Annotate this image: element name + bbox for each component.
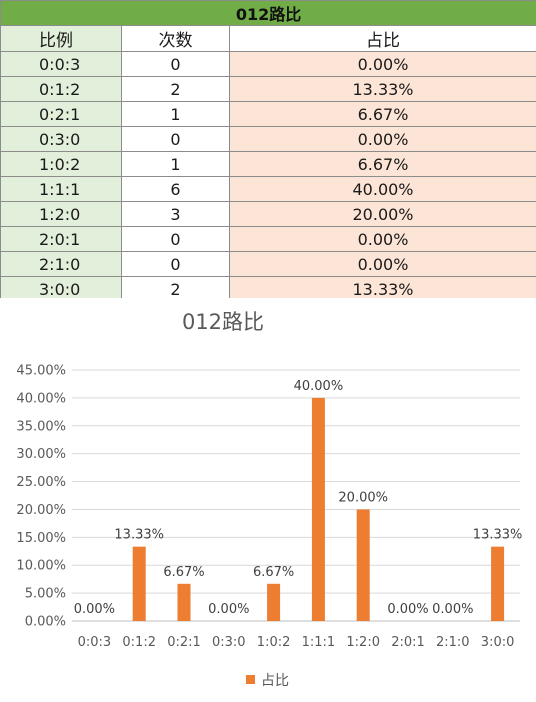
chart-area: 012路比 0.00% 5.00% 10.00% 15.00% 20.00% 25.00%… <box>0 298 536 702</box>
bar <box>132 546 146 621</box>
pct-cell: 0.00% <box>228 51 536 77</box>
pct-cell: 0.00% <box>228 251 536 277</box>
table-row: 1:0:2 1 6.67% <box>0 151 536 177</box>
pct-cell: 13.33% <box>228 76 536 102</box>
data-label: 6.67% <box>253 565 294 580</box>
grid-layer <box>72 369 520 622</box>
count-cell: 1 <box>121 101 230 127</box>
data-label-layer: 0.00% 13.33% 6.67% 0.00% 6.67% 40.00% 20.00% 0.… <box>74 379 523 617</box>
pct-cell: 0.00% <box>228 226 536 252</box>
data-label: 0.00% <box>74 602 115 617</box>
data-label: 0.00% <box>208 602 249 617</box>
ratio-cell: 1:2:0 <box>0 201 122 227</box>
ratio-cell: 3:0:0 <box>0 276 122 302</box>
chart-background <box>0 298 536 702</box>
x-tick-label: 2:1:0 <box>436 635 470 650</box>
data-label: 20.00% <box>338 490 388 505</box>
ratio-cell: 2:1:0 <box>0 251 122 277</box>
x-tick-label: 1:2:0 <box>346 635 380 650</box>
table-title: 012路比 <box>0 0 536 26</box>
x-tick-label: 0:3:0 <box>212 635 246 650</box>
ratio-cell: 0:2:1 <box>0 101 122 127</box>
data-label: 40.00% <box>294 379 344 394</box>
y-axis-ticks: 0.00% 5.00% 10.00% 15.00% 20.00% 25.00% 30.00%… <box>16 364 66 630</box>
ratio-cell: 0:0:3 <box>0 51 122 77</box>
y-tick-label: 20.00% <box>16 503 66 518</box>
y-tick-label: 35.00% <box>16 419 66 434</box>
data-table: 012路比 比例 次数 占比 0:0:3 0 0.00% 0:1:2 2 13.33% 0:… <box>0 0 536 302</box>
table-row: 0:1:2 2 13.33% <box>0 76 536 102</box>
header-count: 次数 <box>121 25 230 52</box>
table-row: 0:3:0 0 0.00% <box>0 126 536 152</box>
y-tick-label: 45.00% <box>16 364 66 379</box>
count-cell: 3 <box>121 201 230 227</box>
ratio-cell: 2:0:1 <box>0 226 122 252</box>
bar <box>177 583 191 621</box>
y-tick-label: 10.00% <box>16 559 66 574</box>
pct-cell: 6.67% <box>228 101 536 127</box>
pct-cell: 40.00% <box>228 176 536 202</box>
table-row: 2:1:0 0 0.00% <box>0 251 536 277</box>
bar-layer <box>132 397 505 621</box>
table-row: 1:2:0 3 20.00% <box>0 201 536 227</box>
pct-cell: 20.00% <box>228 201 536 227</box>
y-tick-label: 40.00% <box>16 391 66 406</box>
count-cell: 6 <box>121 176 230 202</box>
title-row: 012路比 <box>0 0 536 26</box>
count-cell: 2 <box>121 76 230 102</box>
table-row: 0:0:3 0 0.00% <box>0 51 536 77</box>
data-label: 0.00% <box>387 602 428 617</box>
table-row: 2:0:1 0 0.00% <box>0 226 536 252</box>
x-tick-label: 0:1:2 <box>122 635 156 650</box>
table-row: 1:1:1 6 40.00% <box>0 176 536 202</box>
table-row: 3:0:0 2 13.33% <box>0 276 536 302</box>
bar <box>267 583 281 621</box>
chart-title: 012路比 <box>182 310 264 334</box>
ratio-cell: 0:3:0 <box>0 126 122 152</box>
count-cell: 1 <box>121 151 230 177</box>
ratio-cell: 1:1:1 <box>0 176 122 202</box>
x-tick-label: 0:0:3 <box>78 635 112 650</box>
x-tick-label: 2:0:1 <box>391 635 425 650</box>
data-label: 13.33% <box>114 528 164 543</box>
data-label: 13.33% <box>473 528 523 543</box>
pct-cell: 6.67% <box>228 151 536 177</box>
count-cell: 0 <box>121 226 230 252</box>
x-tick-label: 1:1:1 <box>302 635 336 650</box>
legend-label: 占比 <box>261 673 289 689</box>
table-body: 012路比 比例 次数 占比 0:0:3 0 0.00% 0:1:2 2 13.33% 0:… <box>0 0 536 302</box>
header-ratio: 比例 <box>0 25 122 52</box>
ratio-cell: 0:1:2 <box>0 76 122 102</box>
bar <box>356 509 370 621</box>
x-tick-label: 1:0:2 <box>257 635 291 650</box>
bar <box>311 397 325 621</box>
count-cell: 0 <box>121 51 230 77</box>
data-label: 6.67% <box>163 565 204 580</box>
ratio-cell: 1:0:2 <box>0 151 122 177</box>
y-tick-label: 30.00% <box>16 447 66 462</box>
y-tick-label: 5.00% <box>25 587 66 602</box>
bar <box>491 546 505 621</box>
pct-cell: 13.33% <box>228 276 536 302</box>
header-row: 比例 次数 占比 <box>0 25 536 52</box>
legend: 占比 <box>246 673 289 689</box>
count-cell: 0 <box>121 251 230 277</box>
data-label: 0.00% <box>432 602 473 617</box>
bar-chart: 012路比 0.00% 5.00% 10.00% 15.00% 20.00% 25.00%… <box>0 298 536 702</box>
y-tick-label: 25.00% <box>16 475 66 490</box>
y-tick-label: 0.00% <box>25 615 66 630</box>
x-tick-label: 0:2:1 <box>167 635 201 650</box>
y-tick-label: 15.00% <box>16 531 66 546</box>
count-cell: 0 <box>121 126 230 152</box>
pct-cell: 0.00% <box>228 126 536 152</box>
x-tick-label: 3:0:0 <box>481 635 515 650</box>
header-pct: 占比 <box>228 25 536 52</box>
legend-swatch <box>246 675 255 684</box>
x-axis-ticks: 0:0:3 0:1:2 0:2:1 0:3:0 1:0:2 1:1:1 1:2:0 2:0:1… <box>78 635 515 650</box>
table-row: 0:2:1 1 6.67% <box>0 101 536 127</box>
